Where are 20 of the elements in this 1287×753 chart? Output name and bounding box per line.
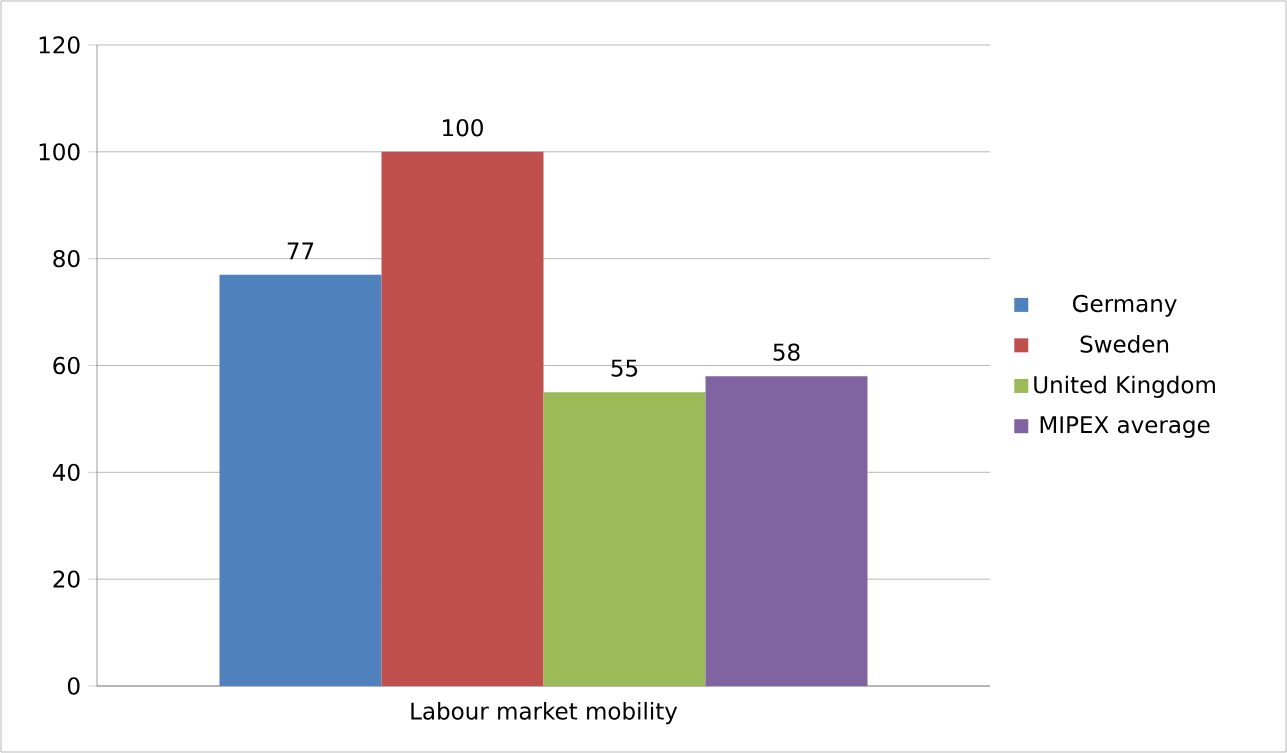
data-label: 77 — [287, 242, 314, 260]
bar — [219, 274, 382, 686]
legend-label: Germany — [1073, 294, 1177, 317]
y-tick-label: 20 — [53, 570, 80, 588]
y-tick-label: 80 — [53, 249, 80, 268]
data-label: 58 — [773, 343, 800, 361]
legend-label: MIPEX average — [1040, 416, 1210, 438]
bar — [381, 151, 544, 686]
y-tick-label: 120 — [39, 36, 80, 54]
data-label: 55 — [611, 359, 638, 377]
y-tick-label: 40 — [52, 463, 80, 482]
y-tick-label: 0 — [67, 677, 80, 695]
y-tick-label: 100 — [39, 143, 80, 161]
bar — [705, 376, 868, 686]
legend-label: United Kingdom — [1034, 375, 1215, 398]
bar — [543, 392, 706, 686]
x-tick-label: Labour market mobility — [411, 701, 678, 725]
y-tick-label: 60 — [53, 356, 80, 375]
data-label: 100 — [443, 119, 483, 137]
legend-label: Sweden — [1080, 335, 1169, 353]
